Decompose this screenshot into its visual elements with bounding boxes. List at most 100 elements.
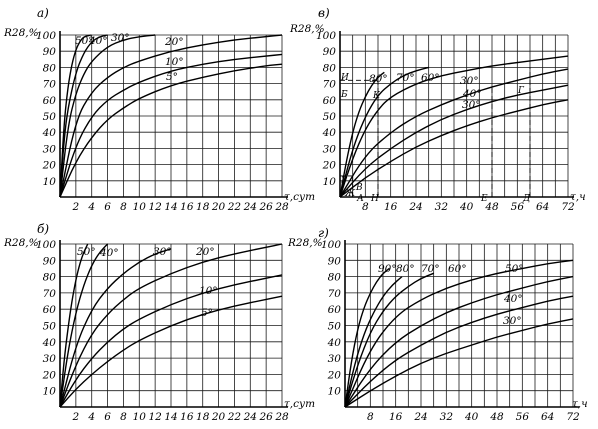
x-tick-label: 24 — [243, 201, 257, 213]
x-tick-label: 12 — [148, 411, 162, 423]
y-tick-label: 60 — [323, 95, 337, 107]
y-tick-label: 10 — [328, 386, 342, 398]
curve-label: 60° — [448, 263, 467, 275]
y-tick-label: 20 — [322, 160, 337, 172]
series-line-2 — [59, 34, 156, 198]
y-tick-label: 10 — [323, 176, 337, 188]
curve-label: 40° — [88, 35, 108, 47]
series-line-0 — [59, 34, 92, 198]
curve-label: 80° — [369, 73, 388, 85]
series-line-4 — [59, 274, 283, 408]
series-line-1 — [59, 243, 109, 408]
x-tick-label: 6 — [104, 411, 111, 423]
x-tick-label: 22 — [227, 201, 242, 213]
y-axis-label: R28,% — [3, 237, 39, 249]
curve-label: 90° — [378, 263, 397, 275]
panel-label: а) — [37, 6, 49, 20]
y-tick-label: 50 — [43, 321, 57, 333]
x-axis-label: τ,ч — [572, 398, 588, 410]
x-tick-label: 4 — [87, 201, 95, 213]
y-tick-label: 90 — [43, 46, 57, 58]
x-tick-label: 16 — [384, 201, 398, 213]
series-line-1 — [59, 34, 108, 198]
curve-label: 50° — [77, 246, 96, 258]
y-tick-label: 90 — [323, 46, 337, 58]
y-tick-label: 50 — [43, 111, 57, 123]
y-tick-label: 80 — [323, 62, 337, 74]
y-tick-label: 60 — [43, 95, 57, 107]
y-axis-label: R28,% — [287, 237, 323, 249]
y-tick-label: 100 — [36, 30, 56, 42]
series-line-4 — [339, 84, 569, 198]
x-tick-label: 72 — [561, 201, 575, 213]
x-tick-label: 10 — [133, 411, 147, 423]
curve-label: 10° — [199, 285, 218, 297]
curve-label: 20° — [195, 246, 215, 258]
x-tick-label: 8 — [367, 411, 374, 423]
x-tick-label: 12 — [148, 201, 162, 213]
point-label: В — [355, 183, 363, 193]
gridlines — [345, 243, 574, 407]
curve-label: 40° — [462, 88, 482, 100]
curve-label: 40° — [503, 293, 523, 305]
series-line-1 — [344, 276, 403, 408]
x-tick-label: 18 — [196, 411, 210, 423]
series-line-5 — [339, 99, 569, 198]
x-tick-label: 6 — [104, 201, 111, 213]
point-label: К — [372, 91, 381, 101]
series-line-2 — [339, 55, 569, 198]
curve-label: 40° — [99, 247, 119, 259]
x-tick-label: 20 — [211, 411, 226, 423]
y-tick-label: 80 — [43, 62, 57, 74]
y-tick-label: 40 — [42, 127, 57, 139]
x-axis-label: τ,сут — [284, 191, 315, 203]
y-tick-label: 70 — [43, 288, 57, 300]
y-tick-label: 70 — [323, 79, 337, 91]
x-tick-label: 40 — [459, 201, 474, 213]
x-tick-label: 48 — [489, 411, 504, 423]
y-tick-label: 60 — [43, 304, 57, 316]
x-tick-label: 32 — [440, 411, 454, 423]
curve-label: 70° — [396, 72, 415, 84]
chart-panel-v: 8 16 24 32 40 48 56 64 72 10 20 30 40 50 60 70 80 90 100 в)… — [289, 6, 586, 213]
y-tick-label: 50 — [323, 111, 337, 123]
x-tick-label: 2 — [72, 201, 80, 213]
y-tick-label: 10 — [43, 176, 57, 188]
point-label: Е — [480, 194, 488, 204]
x-tick-label: 28 — [274, 201, 289, 213]
y-tick-label: 80 — [328, 272, 342, 284]
series-line-5 — [59, 63, 283, 198]
y-tick-label: 90 — [43, 255, 57, 267]
x-tick-label: 56 — [511, 201, 525, 213]
series-line-0 — [344, 267, 390, 408]
point-label: Д — [522, 194, 531, 204]
x-tick-label: 4 — [87, 411, 95, 423]
y-tick-label: 70 — [328, 288, 342, 300]
y-tick-label: 20 — [42, 160, 57, 172]
series-line-5 — [59, 295, 283, 408]
y-tick-label: 100 — [36, 239, 56, 251]
curve-label: 5° — [201, 307, 213, 319]
panel-label: г) — [318, 226, 329, 240]
panel-label: в) — [318, 6, 330, 20]
y-tick-label: 100 — [321, 239, 341, 251]
series-line-4 — [59, 53, 283, 198]
y-tick-label: 60 — [328, 304, 342, 316]
chart-panel-b: 2 4 6 8 10 12 14 16 18 20 22 24 26 281020304050607080… — [3, 222, 315, 423]
curve-label: 70° — [421, 263, 440, 275]
curve-label: 30° — [111, 32, 130, 44]
y-tick-label: 30 — [323, 143, 337, 155]
curve-label: 80° — [396, 263, 415, 275]
curve-label: 5° — [166, 71, 178, 83]
series-line-2 — [344, 272, 434, 408]
x-tick-label: 24 — [408, 201, 422, 213]
x-axis-label: τ,ч — [570, 191, 586, 203]
x-axis-label: τ,сут — [284, 398, 315, 410]
y-tick-label: 10 — [43, 386, 57, 398]
gridlines — [60, 34, 283, 197]
x-tick-label: 56 — [516, 411, 530, 423]
x-tick-label: 14 — [164, 411, 177, 423]
y-tick-label: 100 — [316, 30, 336, 42]
y-tick-label: 40 — [322, 127, 337, 139]
